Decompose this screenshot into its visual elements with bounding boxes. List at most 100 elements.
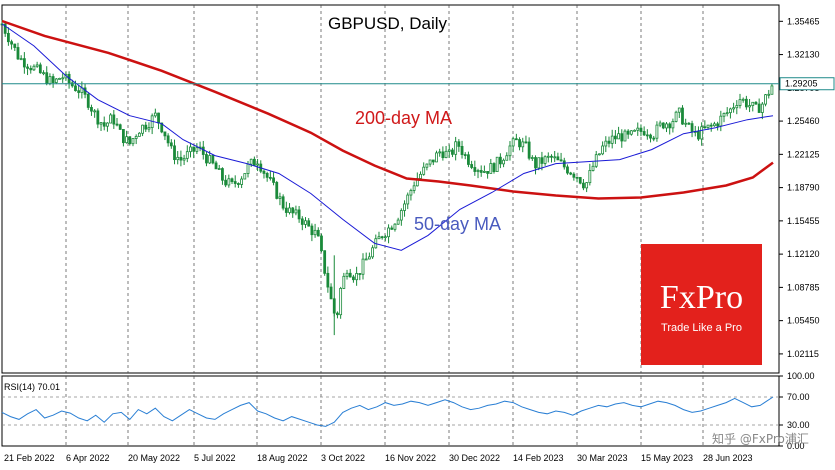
candle-body [617,133,620,140]
candle-body [371,247,374,258]
candle-body [559,159,563,162]
candle-body [380,236,384,239]
candle-body [157,112,160,124]
y-tick-label: 1.08785 [787,282,820,292]
candle-body [252,158,256,166]
fxpro-logo: FxPro Trade Like a Pro [641,244,762,365]
candle-body [764,94,767,105]
candle-body [729,108,732,114]
candle-body [713,123,716,127]
y-tick-label: 1.05450 [787,316,820,326]
candle-body [428,159,432,165]
candle-body [601,145,605,155]
candle-body [383,236,387,239]
y-tick-label: 1.15455 [787,216,820,226]
candle-body [527,141,531,159]
candle-body [179,156,183,161]
candle-body [26,66,29,69]
candle-body [610,135,614,144]
candle-body [29,67,33,71]
candle-body [240,178,244,185]
candle-body [160,122,164,133]
candle-body [681,107,684,125]
y-tick-label: 1.25460 [787,116,820,126]
candle-body [348,272,352,278]
candle-body [323,250,327,274]
ma200-line [1,19,774,200]
candle-body [486,171,490,174]
candle-body [272,177,275,183]
candle-body [645,134,649,137]
candle-body [467,154,470,165]
candle-body [444,150,448,159]
candle-body [556,156,560,161]
candle-body [454,141,458,155]
candle-body [409,190,413,196]
candle-body [649,134,652,139]
candle-body [214,162,218,170]
candle-body [479,170,483,173]
candle-body [677,107,681,113]
candle-body [719,115,723,127]
x-tick-label: 16 Nov 2022 [385,453,436,463]
y-tick-label: 1.32130 [787,50,820,60]
candle-body [543,156,547,164]
candle-body [498,156,502,165]
candle-body [112,114,116,125]
candle-body [169,142,173,147]
candle-body [51,76,55,83]
candle-body [684,122,688,125]
candle-body [722,113,726,117]
x-tick-label: 28 Jun 2023 [703,453,753,463]
candle-body [13,43,17,48]
candle-body [540,157,544,164]
candle-body [147,127,151,130]
candle-body [550,155,553,158]
candle-body [639,127,643,132]
candle-body [294,209,298,214]
rsi-panel: 100.00 70.00 30.00 0.00 [1,371,815,451]
candle-body [642,131,646,136]
candle-body [230,178,234,182]
candle-body [463,154,467,156]
candle-body [141,124,144,134]
candle-body [460,145,464,155]
x-tick-label: 14 Feb 2023 [513,453,564,463]
logo-tagline: Trade Like a Pro [661,322,742,334]
candle-body [741,98,745,101]
candle-body [757,103,761,113]
candle-body [115,123,119,126]
candle-body [74,85,77,92]
candle-body [435,152,438,163]
candle-body [451,149,454,155]
candle-body [582,182,585,189]
price-candles [0,20,774,336]
candle-body [355,273,359,281]
candle-body [767,93,771,96]
candle-body [655,124,659,139]
candle-body [42,72,45,75]
candle-body [208,155,212,164]
candle-body [173,145,176,161]
rsi-tick-label: 70.00 [787,392,810,402]
candle-body [738,99,742,106]
candle-body [566,166,569,174]
candle-body [524,141,528,144]
candle-body [396,219,400,225]
candle-body [99,122,103,125]
x-tick-label: 18 Aug 2022 [257,453,308,463]
candle-body [562,160,566,168]
candle-body [243,173,247,180]
candle-body [77,90,81,93]
candle-body [495,156,499,172]
candle-body [300,218,304,225]
rsi-label: RSI(14) 70.01 [4,382,60,392]
candle-body [706,124,710,128]
candle-body [703,126,707,129]
x-tick-label: 15 May 2023 [641,453,693,463]
candle-body [137,132,141,137]
candle-body [732,107,735,110]
time-axis: 21 Feb 2022 6 Apr 2022 20 May 2022 5 Jul 20… [4,453,753,463]
candle-body [588,170,592,184]
